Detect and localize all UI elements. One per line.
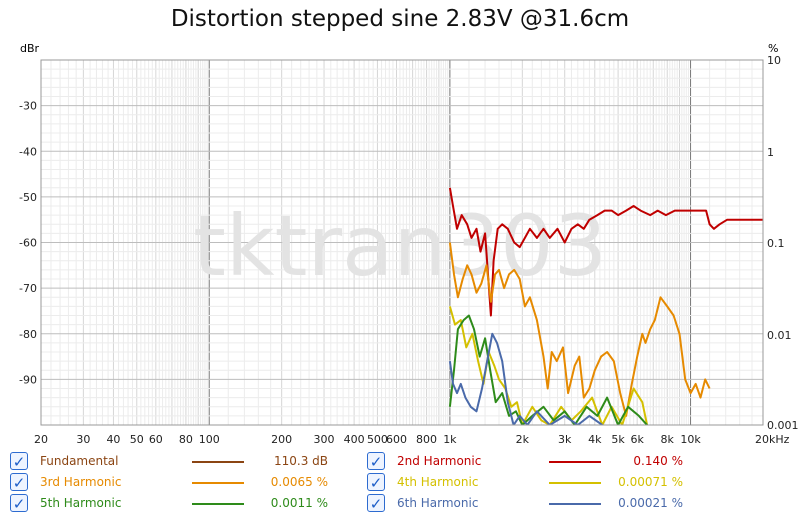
legend-checkbox[interactable]: ✓ [10,473,28,492]
x-tick-label: 60 [149,433,163,446]
plot-frame [40,59,764,426]
watermark: tktran303 [193,197,607,295]
x-tick-label: 40 [106,433,120,446]
legend-name: 6th Harmonic [397,496,479,510]
curve-3rd-harmonic [448,242,711,417]
y-left-tick-label: -60 [19,237,37,250]
y-left-tick-label: -90 [19,373,37,386]
x-tick-label: 6k [630,433,644,446]
legend-value: 110.3 dB [273,454,328,468]
x-tick-label: 3k [558,433,572,446]
y-right-tick-labels: 10 1 0.1 0.01 0.001 [767,54,799,432]
legend-swatch [549,503,601,505]
x-tick-label: 30 [76,433,90,446]
legend-name: 4th Harmonic [397,475,479,489]
x-tick-label: 5k [611,433,625,446]
x-tick-label: 8k [661,433,675,446]
legend-name: 3rd Harmonic [40,475,122,489]
legend-swatch [192,461,244,463]
legend-checkbox[interactable]: ✓ [367,473,385,492]
x-tick-label: 100 [199,433,220,446]
legend-swatch [192,503,244,505]
curve-2nd-harmonic [448,187,763,317]
legend-value: 0.0011 % [270,496,328,510]
legend-checkbox[interactable]: ✓ [10,452,28,471]
y-right-tick-label: 1 [767,146,774,159]
legend-swatch [192,482,244,484]
legend-checkbox[interactable]: ✓ [367,452,385,471]
x-tick-label: 400 [344,433,365,446]
y-right-tick-label: 0.01 [767,329,792,342]
legend-value: 0.00021 % [618,496,683,510]
y-left-axis-label: dBr [20,42,40,55]
curve-6th-harmonic [448,332,603,425]
x-tick-label: 2k [516,433,530,446]
x-tick-label: 600 [386,433,407,446]
y-right-tick-label: 0.1 [767,237,785,250]
x-tick-label: 10k [680,433,701,446]
y-left-tick-labels: -30 -40 -50 -60 -70 -80 -90 [19,100,37,387]
y-left-tick-label: -30 [19,100,37,113]
x-tick-label: 1k [443,433,457,446]
y-left-tick-label: -40 [19,145,37,158]
legend-name: Fundamental [40,454,119,468]
chart-title: Distortion stepped sine 2.83V @31.6cm [170,6,630,32]
y-right-axis-label: % [768,42,778,55]
legend-checkbox[interactable]: ✓ [10,494,28,513]
y-left-tick-label: -50 [19,191,37,204]
y-left-tick-label: -70 [19,282,37,295]
legend-value: 0.0065 % [270,475,328,489]
legend-value: 0.00071 % [618,475,683,489]
y-right-tick-label: 10 [767,54,781,67]
x-tick-label: 500 [367,433,388,446]
legend-swatch [549,461,601,463]
curve-4th-harmonic [448,306,649,425]
legend-swatch [549,482,601,484]
legend-name: 5th Harmonic [40,496,122,510]
legend-value: 0.140 % [633,454,683,468]
x-tick-label: 800 [416,433,437,446]
y-right-tick-label: 0.001 [767,419,799,432]
x-tick-label: 50 [130,433,144,446]
x-tick-label: 300 [314,433,335,446]
x-tick-label: 20kHz [755,433,790,446]
x-tick-label: 80 [179,433,193,446]
x-tick-label: 20 [34,433,48,446]
legend-name: 2nd Harmonic [397,454,482,468]
y-left-tick-label: -80 [19,328,37,341]
harmonic-curves [448,187,763,425]
x-tick-label: 200 [271,433,292,446]
legend-checkbox[interactable]: ✓ [367,494,385,513]
x-tick-label: 4k [588,433,602,446]
